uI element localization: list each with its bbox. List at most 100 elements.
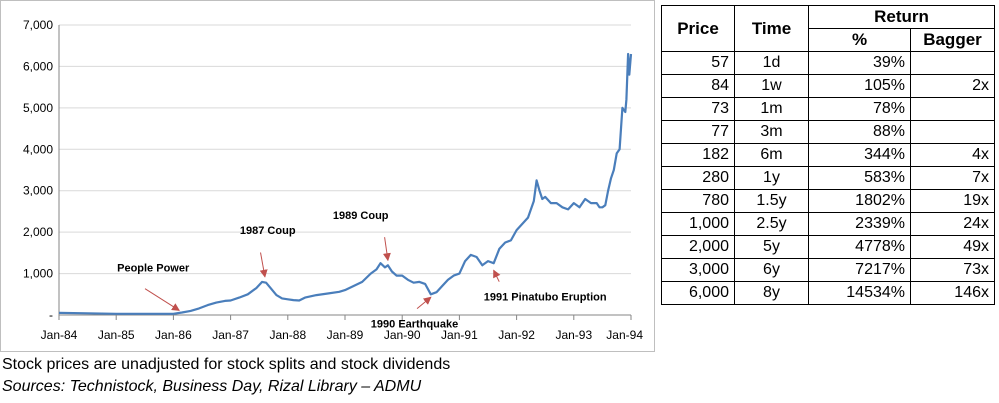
- x-tick-label: Jan-94: [606, 328, 643, 342]
- table-row: 57 1d 39%: [661, 51, 995, 75]
- annotation-arrow: [382, 237, 391, 262]
- cell-time: 1m: [734, 97, 809, 121]
- x-tick-label: Jan-84: [41, 328, 78, 342]
- cell-percent: 7217%: [808, 258, 911, 282]
- cell-percent: 2339%: [808, 212, 911, 236]
- header-return: Return: [808, 5, 995, 29]
- y-tick-label: -: [49, 308, 53, 322]
- returns-table: Price Time Return % Bagger 57 1d 39% 84 1w 10…: [661, 5, 995, 305]
- annotation-label: 1991 Pinatubo Eruption: [484, 291, 607, 303]
- cell-price: 280: [661, 166, 735, 190]
- series-line-layer: [58, 52, 633, 315]
- y-tick-label: 1,000: [23, 267, 53, 281]
- cell-bagger: [910, 51, 995, 75]
- cell-bagger: [910, 97, 995, 121]
- cell-percent: 39%: [808, 51, 911, 75]
- x-tick-label: Jan-92: [498, 328, 535, 342]
- annotation-label: 1987 Coup: [240, 225, 296, 237]
- header-bagger: Bagger: [910, 28, 995, 52]
- cell-time: 5y: [734, 235, 809, 259]
- cell-price: 77: [661, 120, 735, 144]
- cell-time: 6y: [734, 258, 809, 282]
- cell-bagger: 19x: [910, 189, 995, 213]
- footnote-note: Stock prices are unadjusted for stock sp…: [2, 356, 451, 373]
- y-tick-label: 2,000: [23, 225, 53, 239]
- table-row: 280 1y 583% 7x: [661, 166, 995, 190]
- annotation-label: 1989 Coup: [333, 210, 389, 222]
- cell-bagger: 146x: [910, 281, 995, 305]
- cell-price: 3,000: [661, 258, 735, 282]
- returns-table-wrapper: Price Time Return % Bagger 57 1d 39% 84 1w 10…: [661, 5, 995, 305]
- table-row: 182 6m 344% 4x: [661, 143, 995, 167]
- x-tick-label: Jan-91: [441, 328, 478, 342]
- cell-bagger: 4x: [910, 143, 995, 167]
- cell-price: 2,000: [661, 235, 735, 259]
- cell-percent: 344%: [808, 143, 911, 167]
- cell-time: 1.5y: [734, 189, 809, 213]
- stock-index-chart: - 1,000 2,000 3,000 4,000 5,000 6,000 7,000 Jan-…: [23, 18, 643, 342]
- series-line: [58, 52, 633, 315]
- cell-price: 6,000: [661, 281, 735, 305]
- x-tick-label: Jan-93: [555, 328, 592, 342]
- y-tick-label: 4,000: [23, 142, 53, 156]
- annotation-label: People Power: [117, 262, 190, 274]
- y-tick-label: 5,000: [23, 101, 53, 115]
- cell-price: 84: [661, 74, 735, 98]
- cell-percent: 583%: [808, 166, 911, 190]
- cell-bagger: [910, 120, 995, 144]
- header-percent: %: [808, 28, 911, 52]
- cell-price: 73: [661, 97, 735, 121]
- cell-time: 1y: [734, 166, 809, 190]
- table-row: 73 1m 78%: [661, 97, 995, 121]
- cell-time: 1w: [734, 74, 809, 98]
- annotations: People Power 1987 Coup 1989 Coup 1990 Earth…: [117, 210, 607, 330]
- y-tick-label: 6,000: [23, 59, 53, 73]
- cell-percent: 78%: [808, 97, 911, 121]
- header-time: Time: [734, 5, 809, 52]
- table-row: 1,000 2.5y 2339% 24x: [661, 212, 995, 236]
- annotation-label: 1990 Earthquake: [371, 318, 458, 330]
- cell-percent: 14534%: [808, 281, 911, 305]
- cell-bagger: 7x: [910, 166, 995, 190]
- cell-percent: 4778%: [808, 235, 911, 259]
- annotation-arrow: [493, 269, 501, 282]
- x-tick-label: Jan-89: [327, 328, 364, 342]
- table-row: 780 1.5y 1802% 19x: [661, 189, 995, 213]
- cell-percent: 88%: [808, 120, 911, 144]
- footnotes: Stock prices are unadjusted for stock sp…: [2, 354, 450, 398]
- table-row: 77 3m 88%: [661, 120, 995, 144]
- chart-panel: - 1,000 2,000 3,000 4,000 5,000 6,000 7,000 Jan-…: [0, 0, 655, 352]
- footnote-sources: Sources: Technistock, Business Day, Riza…: [2, 378, 422, 395]
- cell-bagger: 73x: [910, 258, 995, 282]
- cell-time: 6m: [734, 143, 809, 167]
- cell-price: 182: [661, 143, 735, 167]
- cell-time: 8y: [734, 281, 809, 305]
- table-row: 6,000 8y 14534% 146x: [661, 281, 995, 305]
- cell-time: 1d: [734, 51, 809, 75]
- axes: - 1,000 2,000 3,000 4,000 5,000 6,000 7,000 Jan-…: [23, 18, 643, 342]
- x-tick-label: Jan-86: [155, 328, 192, 342]
- cell-bagger: 2x: [910, 74, 995, 98]
- cell-time: 2.5y: [734, 212, 809, 236]
- table-row: 84 1w 105% 2x: [661, 74, 995, 98]
- annotation-arrow: [144, 288, 180, 311]
- cell-price: 57: [661, 51, 735, 75]
- x-tick-label: Jan-90: [384, 328, 421, 342]
- x-tick-label: Jan-85: [98, 328, 135, 342]
- cell-bagger: 24x: [910, 212, 995, 236]
- annotation-arrow: [259, 252, 268, 278]
- header-price: Price: [661, 5, 735, 52]
- gridlines: [59, 24, 631, 275]
- table-row: 3,000 6y 7217% 73x: [661, 258, 995, 282]
- returns-table-body: 57 1d 39% 84 1w 105% 2x 73 1m 78% 77 3m 88% 182 6m 344%…: [661, 51, 995, 305]
- cell-time: 3m: [734, 120, 809, 144]
- cell-percent: 1802%: [808, 189, 911, 213]
- cell-price: 1,000: [661, 212, 735, 236]
- cell-price: 780: [661, 189, 735, 213]
- y-tick-label: 7,000: [23, 18, 53, 32]
- y-tick-label: 3,000: [23, 184, 53, 198]
- table-row: 2,000 5y 4778% 49x: [661, 235, 995, 259]
- x-tick-label: Jan-87: [212, 328, 249, 342]
- annotation-arrow: [416, 296, 432, 309]
- cell-percent: 105%: [808, 74, 911, 98]
